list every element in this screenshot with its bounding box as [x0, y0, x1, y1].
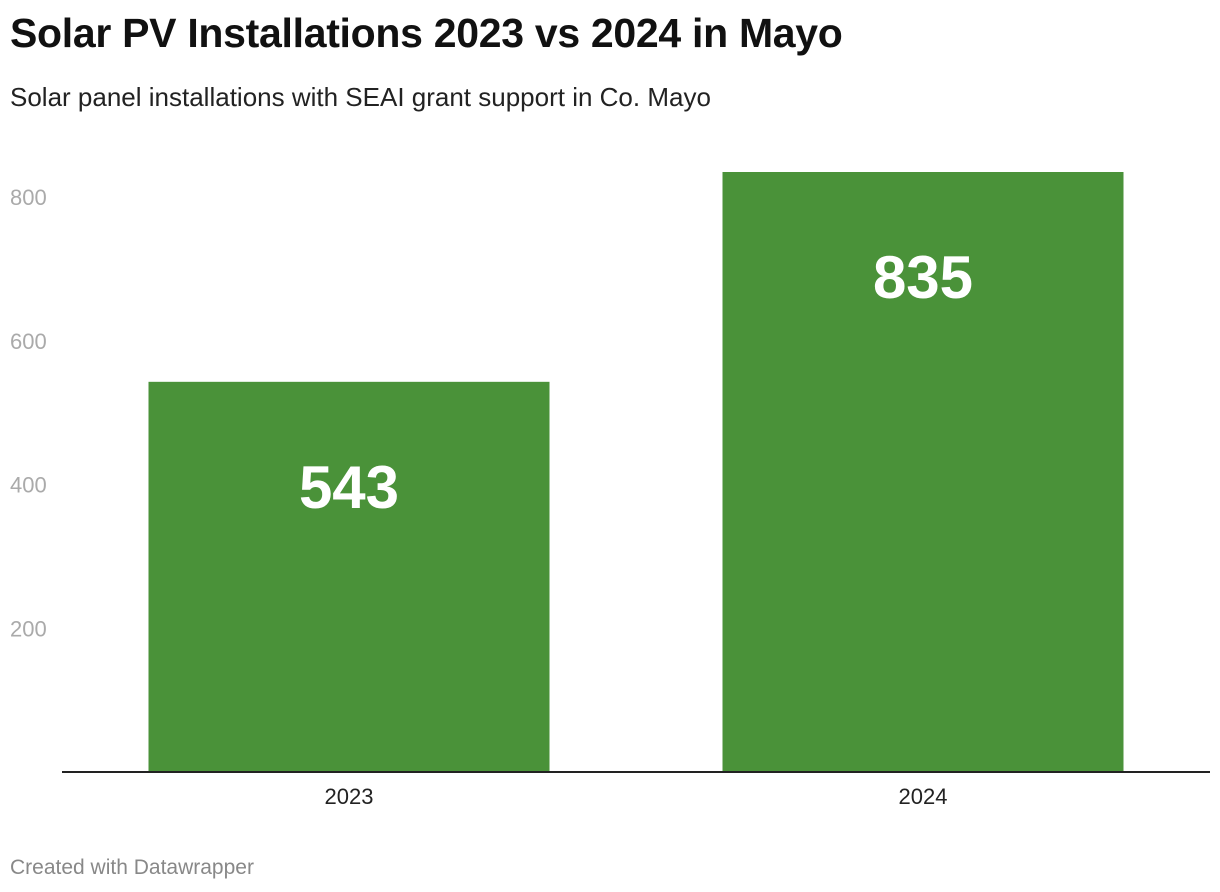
y-axis-ticks: 200 400 600 800: [10, 185, 47, 641]
footer-credit: Created with Datawrapper: [10, 856, 254, 879]
chart-title: Solar PV Installations 2023 vs 2024 in M…: [10, 10, 843, 56]
bar-value-label: 835: [873, 244, 973, 311]
x-tick-label: 2024: [899, 784, 948, 809]
y-tick-label: 800: [10, 185, 47, 210]
bar-2024: [722, 172, 1124, 772]
y-tick-label: 200: [10, 616, 47, 641]
bars: 543 835: [148, 172, 1124, 772]
bar-value-label: 543: [299, 454, 399, 521]
bar-2023: [148, 381, 550, 772]
y-tick-label: 600: [10, 329, 47, 354]
chart-subtitle: Solar panel installations with SEAI gran…: [10, 82, 711, 112]
x-axis-labels: 2023 2024: [325, 784, 948, 809]
y-tick-label: 400: [10, 473, 47, 498]
x-tick-label: 2023: [325, 784, 374, 809]
